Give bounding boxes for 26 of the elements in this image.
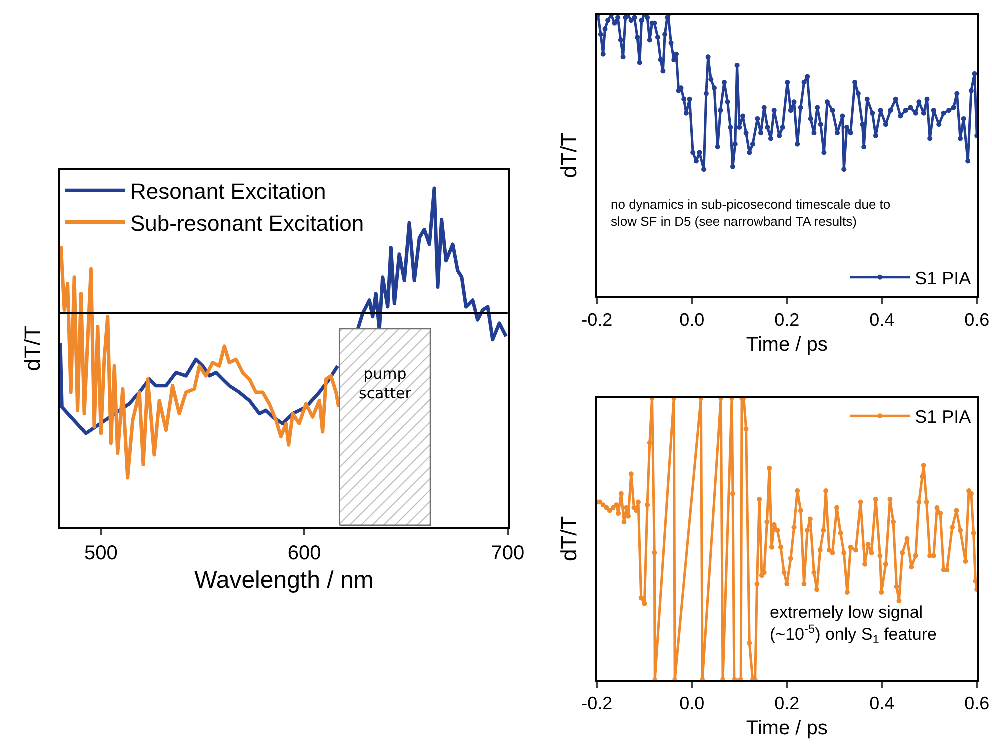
x-tick-label: 0.0 bbox=[680, 694, 705, 714]
x-tick-label: 0.2 bbox=[774, 694, 800, 714]
annotation: no dynamics in sub-picosecond timescale due to slow SF in D5 (see narrowband TA results) bbox=[611, 197, 891, 229]
x-axis-title: Wavelength / nm bbox=[194, 567, 374, 594]
y-axis-title: dT/T bbox=[20, 326, 45, 372]
legend-label: S1 PIA bbox=[915, 268, 972, 288]
x-tick-label: 0.4 bbox=[870, 694, 895, 714]
x-axis-title: Time / ps bbox=[746, 718, 828, 740]
x-tick-label: 600 bbox=[288, 542, 322, 564]
annotation: extremely low signal (~10$^{-5}$) only S$_{1}$ feature bbox=[770, 603, 937, 647]
x-tick-label: 700 bbox=[491, 542, 525, 564]
x-tick-label: 500 bbox=[84, 542, 118, 564]
x-tick-label: 0.4 bbox=[870, 310, 895, 330]
legend-label: S1 PIA bbox=[915, 407, 972, 428]
legend-label: Sub-resonant Excitation bbox=[130, 210, 364, 236]
x-tick-label: 0.6 bbox=[964, 694, 990, 714]
y-axis-title: dT/T bbox=[556, 516, 582, 562]
x-tick-label: 0.2 bbox=[774, 310, 800, 330]
y-axis-title: dT/T bbox=[556, 132, 582, 178]
band-label: pump scatter bbox=[359, 365, 412, 402]
x-axis-title: Time / ps bbox=[746, 334, 828, 356]
legend-label: Resonant Excitation bbox=[130, 179, 326, 204]
x-tick-label: -0.2 bbox=[582, 310, 613, 330]
x-tick-label: 0.0 bbox=[680, 310, 705, 330]
x-tick-label: -0.2 bbox=[582, 694, 613, 714]
x-tick-label: 0.6 bbox=[964, 310, 990, 330]
